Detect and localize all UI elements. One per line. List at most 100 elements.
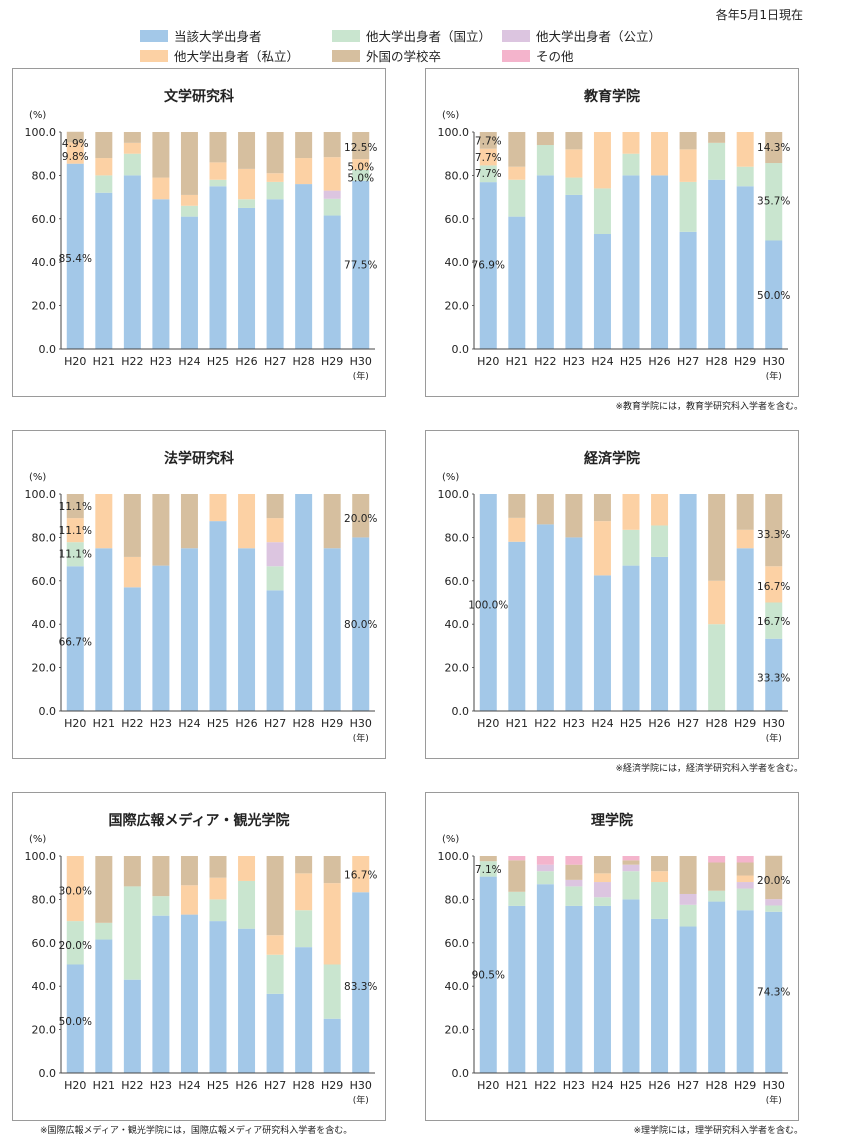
x-tick-label: H21 [93, 1079, 115, 1092]
bar-segment-kokuritsu [708, 142, 726, 180]
bar-segment-kokuritsu [765, 163, 783, 241]
y-tick-label: 40.0 [32, 980, 57, 993]
x-tick-label: H24 [178, 1079, 200, 1092]
bar-segment-tougai [536, 524, 554, 711]
bar-segment-kokuritsu [736, 166, 754, 187]
bar-segment-tougai [508, 541, 526, 711]
y-tick-label: 20.0 [32, 1024, 57, 1037]
bar-segment-kokuritsu [622, 529, 640, 566]
data-label: 20.0% [344, 513, 377, 525]
chart-panel-rigaku: (%) 100.0 80.0 60.0 40.0 20.0 0.0 H20 H21 H22 H23 H… [425, 792, 799, 1121]
bar-segment-shiritsu [295, 873, 313, 911]
x-tick-label: H29 [734, 355, 756, 368]
bar-segment-gaikoku [152, 132, 170, 178]
legend-swatch [332, 30, 360, 42]
bar-segment-tougai [323, 548, 341, 711]
bar-segment-tougai [95, 192, 113, 349]
legend-item-gaikoku: 外国の学校卒 [332, 46, 441, 65]
y-tick-label: 0.0 [39, 705, 57, 718]
bar-segment-kokuritsu [323, 198, 341, 216]
y-tick-label: 20.0 [445, 662, 470, 675]
bar-segment-gaikoku [708, 862, 726, 891]
data-label: 76.9% [472, 259, 505, 271]
y-unit-label: (%) [442, 110, 459, 121]
bar-segment-sonota [622, 856, 640, 861]
bar-segment-kokuritsu [352, 169, 370, 181]
y-tick-label: 100.0 [25, 126, 57, 139]
bar-segment-shiritsu [479, 148, 497, 166]
y-tick-label: 20.0 [32, 662, 57, 675]
bar-segment-tougai [266, 993, 284, 1073]
bar-segment-kokuritsu [152, 896, 170, 916]
bar-segment-gaikoku [180, 494, 198, 549]
bar-segment-shiritsu [209, 877, 227, 900]
x-tick-label: H20 [477, 1079, 499, 1092]
x-tick-label: H29 [321, 1079, 343, 1092]
bar-segment-shiritsu [622, 494, 640, 530]
bar-segment-gaikoku [123, 132, 141, 143]
bar-segment-kokuritsu [536, 145, 554, 176]
x-tick-label: H21 [93, 355, 115, 368]
chart-title: 理学院 [591, 813, 633, 829]
x-tick-label: H30 [350, 355, 372, 368]
bar-segment-gaikoku [95, 856, 113, 923]
bar-segment-kokuritsu [593, 188, 611, 234]
x-tick-label: H23 [150, 1079, 172, 1092]
bar-segment-shiritsu [266, 173, 284, 182]
bar-segment-kokuritsu [508, 891, 526, 906]
bar-segment-gaikoku [209, 132, 227, 163]
bar-segment-tougai [651, 556, 669, 711]
bar-segment-kokuritsu [536, 871, 554, 885]
bar-segment-kokuritsu [180, 205, 198, 217]
x-tick-label: H26 [648, 355, 670, 368]
data-label: 16.7% [757, 581, 790, 593]
legend-label: 他大学出身者（公立） [536, 29, 662, 44]
bar-segment-kokuritsu [123, 886, 141, 980]
chart-svg: (%) 100.0 80.0 60.0 40.0 20.0 0.0 H20 H21 H22 H23 H… [25, 110, 378, 382]
x-tick-label: H27 [264, 355, 286, 368]
y-tick-label: 80.0 [32, 169, 57, 182]
y-tick-label: 60.0 [445, 937, 470, 950]
bar-segment-shiritsu [736, 529, 754, 549]
bar-segment-gaikoku [352, 132, 370, 160]
bar-segment-gaikoku [295, 132, 313, 159]
chart-panel-kyouiku: (%) 100.0 80.0 60.0 40.0 20.0 0.0 H20 H21 H22 H23 H… [425, 68, 799, 397]
bar-segment-kokuritsu [238, 199, 256, 208]
bar-segment-tougai [323, 215, 341, 349]
bar-segment-kouritsu [565, 879, 583, 887]
bar-segment-kokuritsu [565, 177, 583, 195]
legend-item-kouritsu: 他大学出身者（公立） [502, 26, 661, 45]
x-tick-label: H20 [64, 355, 86, 368]
y-tick-label: 0.0 [452, 1067, 470, 1080]
bar-segment-kouritsu [679, 893, 697, 905]
bar-segment-tougai [679, 231, 697, 349]
y-tick-label: 80.0 [32, 893, 57, 906]
x-tick-label: H24 [591, 1079, 613, 1092]
bar-segment-tougai [565, 537, 583, 711]
x-tick-label: H20 [64, 1079, 86, 1092]
bar-segment-gaikoku [708, 494, 726, 581]
y-tick-label: 20.0 [32, 300, 57, 313]
bar-segment-shiritsu [238, 494, 256, 549]
bar-segment-tougai [536, 175, 554, 349]
bar-segment-tougai [95, 939, 113, 1073]
data-label: 83.3% [344, 981, 377, 993]
bar-segment-kokuritsu [622, 871, 640, 900]
bar-segment-shiritsu [651, 871, 669, 883]
bar-segment-gaikoku [266, 856, 284, 936]
bar-segment-kokuritsu [708, 890, 726, 902]
data-label: 7.7% [475, 136, 502, 148]
bar-segment-shiritsu [765, 566, 783, 603]
bar-segment-gaikoku [736, 862, 754, 876]
bar-segment-kouritsu [765, 899, 783, 906]
x-tick-label: H30 [763, 1079, 785, 1092]
data-label: 16.7% [757, 616, 790, 628]
data-label: 77.5% [344, 259, 377, 271]
bar-segment-tougai [95, 548, 113, 711]
y-tick-label: 80.0 [445, 169, 470, 182]
bar-segment-shiritsu [95, 158, 113, 176]
chart-title: 教育学院 [584, 89, 640, 105]
bar-segment-tougai [651, 175, 669, 349]
bar-segment-kokuritsu [209, 899, 227, 922]
bar-segment-shiritsu [708, 580, 726, 625]
